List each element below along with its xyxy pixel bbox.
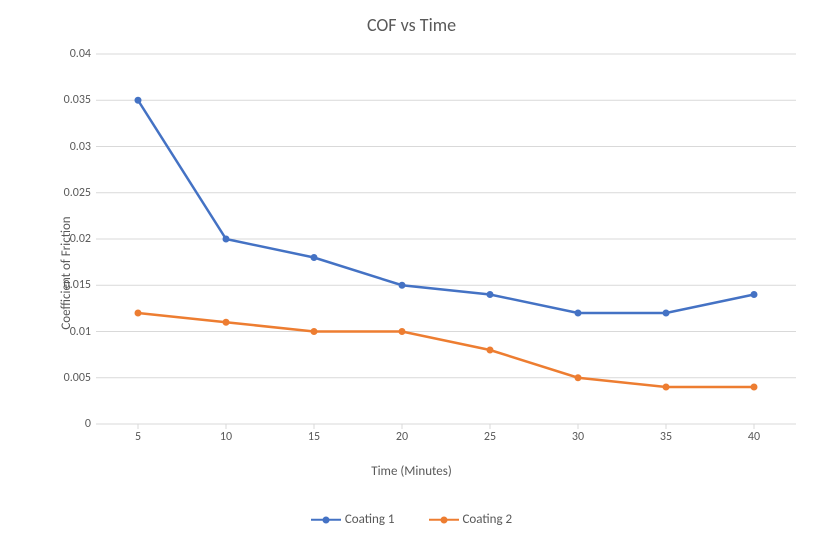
x-tick-label: 5 [135, 430, 141, 444]
series-marker [311, 328, 318, 335]
y-tick-label: 0.03 [70, 140, 91, 154]
legend-item-1: Coating 2 [429, 512, 513, 527]
series-line-0 [138, 100, 754, 313]
x-tick-label: 20 [396, 430, 408, 444]
x-tick-label: 35 [660, 430, 672, 444]
x-tick-label: 15 [308, 430, 320, 444]
series-marker [135, 97, 142, 104]
plot-area [96, 54, 796, 424]
y-tick-label: 0.015 [64, 278, 91, 292]
series-marker [223, 236, 230, 243]
series-marker [223, 319, 230, 326]
y-tick-label: 0.025 [64, 186, 91, 200]
legend-label: Coating 2 [463, 512, 513, 527]
series-marker [663, 384, 670, 391]
series-marker [399, 328, 406, 335]
series-marker [487, 291, 494, 298]
series-marker [575, 374, 582, 381]
y-tick-label: 0 [85, 417, 91, 431]
y-tick-label: 0.02 [70, 232, 91, 246]
series-marker [399, 282, 406, 289]
series-marker [751, 291, 758, 298]
legend: Coating 1 Coating 2 [0, 512, 823, 527]
legend-label: Coating 1 [345, 512, 395, 527]
legend-item-0: Coating 1 [311, 512, 395, 527]
plot-svg [96, 54, 796, 424]
series-marker [487, 347, 494, 354]
chart-container: COF vs Time Coefficient of Friction Time… [0, 0, 823, 545]
x-tick-label: 25 [484, 430, 496, 444]
chart-title: COF vs Time [0, 14, 823, 36]
x-tick-label: 30 [572, 430, 584, 444]
series-marker [135, 310, 142, 317]
y-tick-label: 0.035 [64, 93, 91, 107]
series-marker [663, 310, 670, 317]
series-line-1 [138, 313, 754, 387]
series-marker [751, 384, 758, 391]
y-tick-label: 0.005 [64, 371, 91, 385]
legend-swatch [429, 514, 459, 526]
series-marker [575, 310, 582, 317]
y-tick-label: 0.01 [70, 325, 91, 339]
legend-swatch [311, 514, 341, 526]
series-marker [311, 254, 318, 261]
x-tick-label: 40 [748, 430, 760, 444]
x-axis-label: Time (Minutes) [0, 464, 823, 479]
x-tick-label: 10 [220, 430, 232, 444]
y-tick-label: 0.04 [70, 47, 91, 61]
